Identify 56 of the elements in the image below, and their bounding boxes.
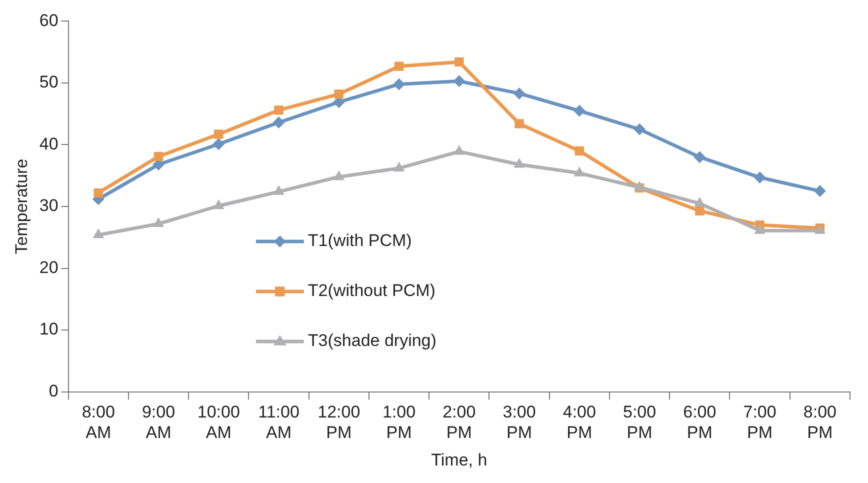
y-tick-label: 0 [48, 381, 58, 400]
point [333, 170, 345, 180]
point [573, 104, 586, 117]
y-axis-title: Temperature [12, 158, 31, 254]
point [92, 228, 104, 238]
point [514, 119, 524, 128]
point [453, 75, 466, 88]
x-axis-title: Time, h [431, 450, 488, 470]
point [393, 78, 406, 90]
point [514, 158, 525, 168]
point [94, 188, 103, 198]
point [695, 206, 704, 216]
point [814, 185, 826, 198]
point [694, 151, 706, 164]
point [634, 180, 646, 191]
x-tick-label: 4:00 PM [562, 402, 596, 442]
y-tick-label: 50 [39, 72, 58, 92]
point [213, 199, 224, 210]
x-tick-label: 11:00 AM [258, 402, 300, 442]
point [754, 224, 766, 234]
y-tick-label: 40 [39, 134, 58, 154]
point [154, 152, 164, 162]
point [272, 116, 285, 128]
x-tick-label: 2:00 PM [442, 402, 476, 442]
legend-label: T1(with PCM) [308, 231, 412, 250]
y-tick-label: 30 [39, 196, 58, 216]
point [334, 89, 344, 99]
point [574, 166, 586, 176]
x-tick-label: 1:00 PM [382, 402, 416, 442]
y-tick-label: 60 [39, 10, 58, 30]
legend-label: T3(shade drying) [308, 331, 436, 350]
x-tick-label: 3:00 PM [502, 402, 536, 442]
x-tick-label: 12:00 PM [318, 402, 360, 442]
point [513, 87, 526, 100]
y-tick-label: 10 [39, 320, 58, 339]
x-tick-label: 8:00 PM [803, 402, 836, 442]
point [574, 146, 584, 156]
y-tick-label: 20 [39, 258, 58, 277]
legend-label: T2(without PCM) [308, 281, 436, 300]
point [454, 145, 465, 155]
point [214, 130, 224, 139]
point [454, 57, 464, 67]
x-tick-label: 6:00 PM [683, 402, 716, 442]
point [152, 217, 164, 228]
x-tick-label: 8:00 AM [82, 402, 115, 442]
x-tick-label: 10:00 AM [197, 402, 240, 442]
point [754, 171, 766, 184]
point [273, 185, 284, 195]
point [394, 62, 404, 71]
x-tick-label: 9:00 AM [142, 402, 176, 442]
x-tick-label: 7:00 PM [743, 402, 776, 442]
point [212, 138, 225, 150]
point [274, 106, 284, 115]
x-tick-label: 5:00 PM [623, 402, 656, 442]
point [393, 162, 405, 172]
point [634, 123, 646, 136]
